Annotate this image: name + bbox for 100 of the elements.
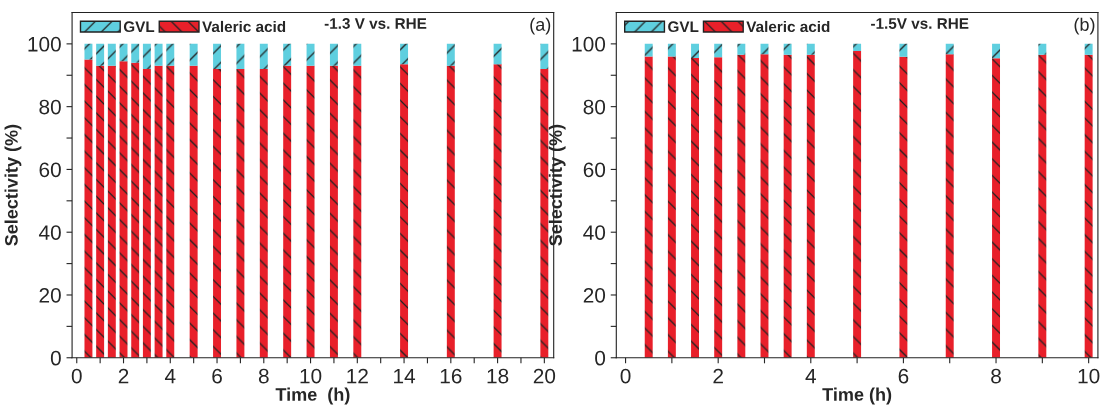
bar	[691, 57, 699, 358]
bar	[714, 57, 723, 358]
x-tick-label: 10	[300, 368, 322, 384]
y-tick-label: 80	[39, 99, 61, 115]
bar	[992, 43, 1000, 59]
legend-label: Valeric acid	[202, 20, 286, 33]
x-tick-label: 6	[212, 368, 222, 384]
annotation: -1.5V vs. RHE	[871, 18, 969, 29]
bar	[142, 68, 151, 358]
bar	[353, 43, 362, 66]
x-tick-label: 2	[713, 368, 723, 384]
annotation: (a)	[530, 17, 551, 35]
bar	[446, 65, 455, 358]
y-tick-label: 20	[583, 287, 606, 303]
x-tick-label: 6	[898, 368, 909, 384]
bar	[306, 65, 315, 358]
bar	[806, 54, 815, 358]
x-tick-label: 8	[991, 368, 1001, 384]
bar	[1084, 43, 1093, 55]
bar	[644, 56, 653, 358]
bar	[493, 64, 502, 358]
bar	[992, 58, 1000, 358]
bar	[899, 56, 908, 358]
y-axis-title: Selectivity (%)	[548, 124, 566, 246]
bar	[107, 65, 116, 358]
bar	[329, 43, 338, 66]
bar	[107, 43, 116, 66]
x-tick-label: 4	[164, 368, 176, 384]
bar	[1038, 43, 1047, 55]
bar	[166, 65, 175, 358]
bar	[1038, 54, 1047, 358]
bar	[236, 43, 245, 69]
x-tick-label: 0	[71, 368, 82, 384]
bar	[306, 43, 315, 66]
legend-label: GVL	[123, 21, 155, 33]
x-tick-label: 14	[394, 368, 416, 384]
x-axis-title: Time (h)	[275, 387, 350, 405]
bar	[737, 43, 746, 55]
bar	[236, 68, 245, 358]
annotation: (b)	[1074, 17, 1095, 35]
bar	[259, 43, 268, 69]
y-tick-label: 60	[583, 162, 606, 178]
bar	[540, 68, 549, 358]
x-tick-label: 8	[258, 368, 269, 384]
y-tick-label: 80	[583, 99, 606, 115]
bar	[131, 62, 140, 358]
y-tick-label: 0	[50, 350, 61, 366]
x-tick-label: 4	[805, 368, 816, 384]
bar	[853, 51, 862, 358]
bar	[540, 43, 549, 69]
legend-label: GVL	[668, 21, 699, 33]
legend-label: Valeric acid	[746, 20, 830, 33]
x-tick-label: 10	[1078, 368, 1100, 384]
bar	[84, 43, 93, 60]
bar	[945, 43, 954, 55]
bar	[806, 43, 815, 55]
y-tick-label: 40	[583, 225, 606, 240]
bar	[493, 43, 502, 65]
x-tick-label: 2	[118, 368, 129, 384]
x-tick-label: 20	[533, 368, 556, 384]
bar	[213, 68, 222, 358]
bar	[213, 43, 222, 69]
bar	[166, 43, 175, 66]
bar	[446, 43, 455, 66]
bar	[667, 56, 676, 358]
bar	[783, 43, 792, 55]
y-tick-label: 40	[38, 225, 61, 240]
bar	[96, 65, 105, 358]
bar	[131, 43, 140, 63]
bar	[667, 43, 676, 57]
y-tick-label: 20	[39, 287, 61, 303]
y-tick-label: 100	[28, 36, 61, 52]
bar	[945, 54, 954, 358]
bar	[737, 54, 746, 358]
x-tick-label: 16	[440, 368, 462, 384]
bar	[899, 43, 908, 57]
bar	[691, 43, 699, 58]
bar	[853, 43, 862, 52]
bar	[1084, 54, 1093, 358]
bar	[154, 65, 163, 358]
bar	[259, 68, 268, 358]
bar	[84, 59, 93, 358]
y-tick-label: 100	[572, 36, 606, 52]
bar	[142, 43, 151, 69]
y-axis-title: Selectivity (%)	[4, 124, 22, 246]
bar	[329, 65, 338, 358]
annotation: -1.3 V vs. RHE	[324, 18, 427, 29]
bar	[400, 64, 409, 358]
x-axis-title: Time (h)	[822, 387, 892, 405]
bar	[714, 43, 723, 58]
bar	[189, 43, 198, 66]
bar	[400, 43, 409, 65]
bar	[783, 54, 792, 358]
bar	[154, 43, 163, 66]
bar	[189, 65, 198, 358]
bar	[353, 65, 362, 358]
bar	[96, 43, 105, 66]
y-tick-label: 60	[39, 162, 61, 178]
x-tick-label: 0	[620, 368, 631, 384]
bar	[283, 65, 292, 358]
